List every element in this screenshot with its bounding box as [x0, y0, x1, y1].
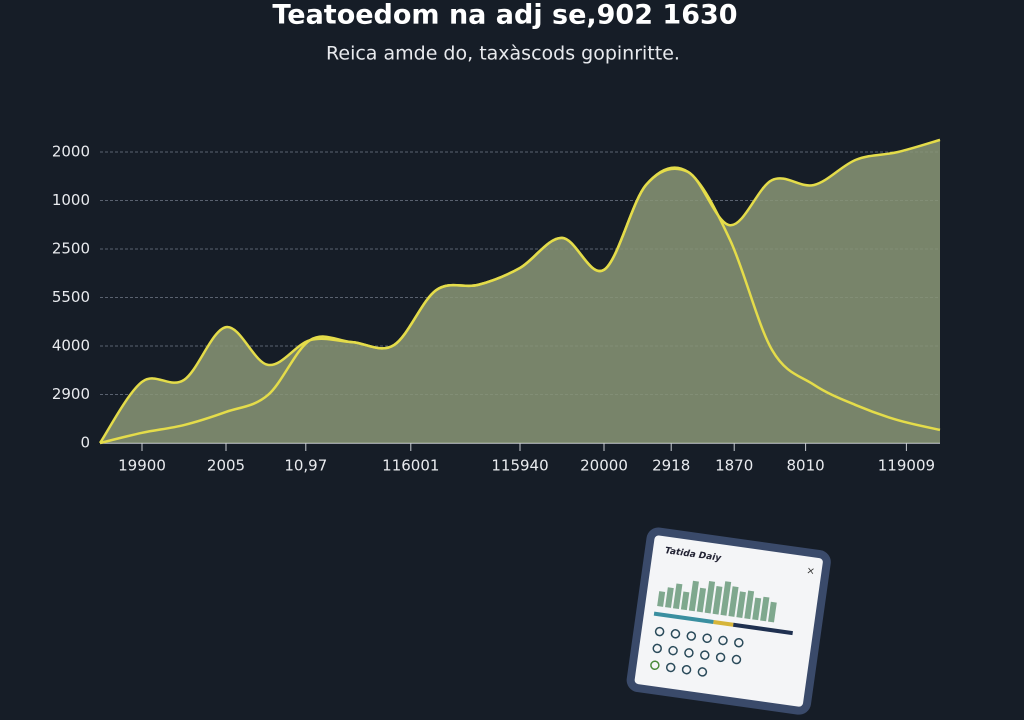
- chart-subtitle: Reica amde do, taxàscods gopinritte.: [326, 43, 680, 65]
- x-tick-label: 1870: [715, 457, 753, 475]
- plot-area: 0 2900 4000 5500 2500 1000 2000 19900 2005 10,97 1…: [52, 138, 941, 475]
- tablet: Tatida Daiy ×: [626, 527, 831, 715]
- x-tick-label: 116001: [382, 457, 439, 475]
- tablet-screen: [634, 535, 823, 707]
- progress-b: [713, 620, 734, 627]
- y-tick-label: 1000: [52, 191, 90, 209]
- y-tick-label: 2500: [52, 240, 90, 258]
- y-tick-label: 4000: [52, 337, 90, 355]
- x-tick-label: 10,97: [284, 457, 327, 475]
- y-tick-label: 2000: [52, 143, 90, 161]
- icon-grid: [650, 626, 744, 677]
- mini-bars: [657, 580, 777, 623]
- x-tick-label: 119009: [878, 457, 935, 475]
- area: [100, 139, 940, 443]
- x-tick-label: 2005: [207, 457, 245, 475]
- y-tick-label: 2900: [52, 385, 90, 403]
- x-tick-label: 115940: [491, 457, 548, 475]
- chart-title: Teatoedom na adj se,902 1630: [272, 0, 737, 31]
- progress-a: [653, 611, 714, 624]
- line: [99, 166, 941, 445]
- close-icon: ×: [806, 565, 816, 577]
- x-tick-label: 8010: [787, 457, 825, 475]
- progress-c: [732, 622, 793, 636]
- y-tick-label: 0: [80, 434, 90, 452]
- x-tick-label: 2918: [652, 457, 690, 475]
- y-tick-label: 5500: [52, 288, 90, 306]
- x-tick-label: 19900: [118, 457, 166, 475]
- x-tick-label: 20000: [580, 457, 628, 475]
